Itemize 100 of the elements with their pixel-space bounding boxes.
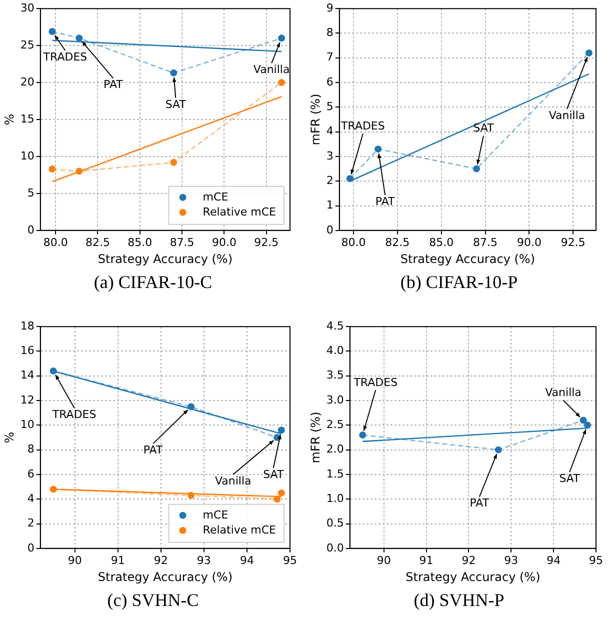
annotation: PAT xyxy=(470,496,490,510)
legend-label: mCE xyxy=(202,190,228,204)
annotation: PAT xyxy=(375,194,395,208)
y-tick-label: 3 xyxy=(326,149,334,162)
y-tick-label: 4.0 xyxy=(326,344,344,358)
y-tick-label: 6 xyxy=(27,467,34,480)
y-tick-label: 0 xyxy=(27,223,34,236)
x-tick-label: 95 xyxy=(589,554,603,567)
y-tick-label: 20 xyxy=(20,75,34,88)
point xyxy=(50,486,57,493)
y-tick-label: 3.5 xyxy=(326,368,344,382)
annotation: Vanilla xyxy=(545,386,582,400)
y-tick-label: 1.0 xyxy=(326,492,344,505)
y-tick-label: 7 xyxy=(326,50,334,64)
point xyxy=(274,496,281,503)
y-tick-label: 10 xyxy=(20,418,34,432)
y-tick-label: 0 xyxy=(326,223,334,236)
y-tick-label: 4 xyxy=(27,492,34,505)
x-tick-label: 87.5 xyxy=(473,236,498,249)
annotation: Vanilla xyxy=(214,474,252,488)
x-tick-label: 95 xyxy=(283,554,297,567)
x-axis-title: Strategy Accuracy (%) xyxy=(98,252,233,266)
x-tick-label: 87.5 xyxy=(170,236,194,249)
x-tick-label: 90 xyxy=(68,554,82,567)
x-tick-label: 90.0 xyxy=(516,236,542,249)
x-tick-label: 91 xyxy=(419,554,434,567)
annotation: SAT xyxy=(559,472,580,486)
x-axis-title: Strategy Accuracy (%) xyxy=(98,570,233,584)
y-axis-title: % xyxy=(2,432,16,444)
x-tick-label: 82.5 xyxy=(385,236,410,249)
point xyxy=(278,34,286,42)
point xyxy=(346,175,354,182)
annotation: Vanilla xyxy=(253,63,290,76)
y-tick-label: 9 xyxy=(326,1,334,14)
y-tick-label: 0.0 xyxy=(326,541,344,554)
y-tick-label: 18 xyxy=(20,319,34,332)
annotation: PAT xyxy=(143,444,163,457)
x-axis-title: Strategy Accuracy (%) xyxy=(406,570,540,584)
y-tick-label: 12 xyxy=(20,393,34,406)
y-tick-label: 1.5 xyxy=(326,467,344,480)
y-tick-label: 4 xyxy=(326,124,334,138)
x-tick-label: 85.0 xyxy=(128,236,152,249)
y-tick-label: 15 xyxy=(20,112,34,126)
x-tick-label: 92 xyxy=(154,554,168,567)
point xyxy=(48,28,56,36)
annotation: SAT xyxy=(473,122,494,135)
annotation: TRADES xyxy=(340,120,385,133)
text: (a) CIFAR-10-C xyxy=(92,272,214,293)
point xyxy=(278,79,286,86)
x-tick-label: 92.5 xyxy=(560,236,586,249)
annotation: TRADES xyxy=(352,376,398,389)
y-tick-label: 6 xyxy=(326,75,334,88)
text: (c) SVHN-C xyxy=(106,590,200,611)
text: (b) CIFAR-10-P xyxy=(399,272,519,293)
x-tick-label: 80.0 xyxy=(341,236,366,249)
x-axis-title: Strategy Accuracy (%) xyxy=(400,252,536,266)
y-tick-label: 16 xyxy=(20,344,34,358)
y-tick-label: 30 xyxy=(20,1,34,14)
legend-label: mCE xyxy=(202,508,228,522)
x-tick-label: 80.0 xyxy=(43,236,68,249)
y-tick-label: 25 xyxy=(20,38,34,52)
point xyxy=(76,168,83,175)
y-tick-label: 5 xyxy=(326,100,334,114)
legend-label: Relative mCE xyxy=(202,523,276,536)
x-tick-label: 93 xyxy=(504,554,518,567)
y-tick-label: 0.5 xyxy=(326,516,344,530)
x-tick-label: 93 xyxy=(196,554,211,567)
y-tick-label: 2.5 xyxy=(326,418,344,432)
y-axis-title: mFR (%) xyxy=(308,94,322,146)
x-tick-label: 90.0 xyxy=(212,236,236,249)
x-tick-label: 90 xyxy=(376,554,391,567)
y-tick-label: 14 xyxy=(20,368,34,382)
point xyxy=(278,489,285,496)
y-tick-label: 8 xyxy=(27,442,34,456)
point xyxy=(278,426,285,434)
point xyxy=(374,146,382,153)
point xyxy=(170,69,178,76)
legend-label: Relative mCE xyxy=(202,205,276,218)
point xyxy=(48,166,56,173)
y-axis-title: % xyxy=(2,114,16,126)
y-tick-label: 10 xyxy=(20,149,34,162)
point xyxy=(188,492,195,499)
point xyxy=(472,165,480,172)
annotation: SAT xyxy=(263,468,284,481)
point xyxy=(170,158,178,166)
y-tick-label: 5 xyxy=(27,186,34,200)
y-tick-label: 4.5 xyxy=(326,319,344,332)
point xyxy=(580,416,587,424)
point xyxy=(188,403,195,410)
point xyxy=(584,422,592,429)
point xyxy=(585,49,592,56)
x-tick-label: 92 xyxy=(462,554,476,567)
x-tick-label: 92.5 xyxy=(254,236,279,249)
y-tick-label: 3.0 xyxy=(326,393,344,406)
x-tick-label: 82.5 xyxy=(85,236,110,249)
point xyxy=(359,432,366,439)
x-tick-label: 94 xyxy=(546,554,561,567)
x-tick-label: 85.0 xyxy=(429,236,454,249)
y-axis-title: mFR (%) xyxy=(308,412,322,464)
y-tick-label: 2 xyxy=(27,516,34,530)
